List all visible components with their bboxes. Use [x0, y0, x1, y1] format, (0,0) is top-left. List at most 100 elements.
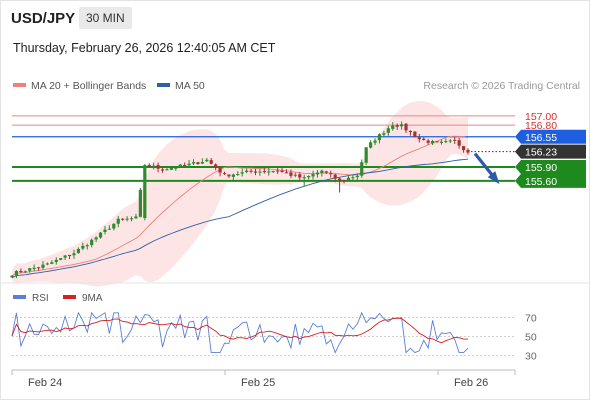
candle-body [165, 169, 169, 171]
candle-body [196, 162, 200, 164]
candle-body [236, 174, 240, 176]
candle-body [59, 258, 63, 260]
candle-body [178, 164, 182, 168]
candle-body [200, 161, 204, 164]
candle-body [466, 149, 470, 153]
candle-body [112, 223, 116, 229]
candle-body [36, 267, 41, 269]
ma50-swatch [157, 83, 170, 88]
candle-body [156, 165, 160, 169]
candle-body [67, 254, 72, 256]
candle-body [76, 248, 81, 253]
candle-body [364, 147, 368, 163]
candle-body [271, 171, 275, 173]
candle-body [174, 167, 178, 169]
candle-body [253, 171, 258, 173]
level-tag-156-55 [515, 129, 586, 144]
legend-rsi: RSI [13, 293, 49, 304]
candle-body [138, 189, 142, 217]
candle-body [129, 218, 134, 220]
candle-body [430, 141, 435, 144]
candle-body [351, 177, 355, 179]
candle-body [218, 167, 222, 173]
legend-ma20: MA 20 + Bollinger Bands [13, 80, 146, 92]
candle-body [342, 179, 346, 181]
candle-body [258, 171, 262, 173]
chart-datetime: Thursday, February 26, 2026 12:40:05 AM … [13, 41, 276, 55]
header-bar: USD/JPY 30 MIN [0, 0, 590, 36]
candle-body [448, 140, 452, 142]
level-label-155-90: 155.90 [525, 162, 557, 174]
candle-body [94, 237, 98, 240]
candle-body [289, 172, 293, 176]
candle-body [311, 174, 315, 177]
time-tick-label: Feb 26 [454, 377, 488, 389]
candle-body [169, 167, 173, 170]
candle-body [121, 218, 125, 220]
candle-body [320, 170, 324, 174]
candle-body [249, 170, 253, 172]
candle-body [453, 139, 457, 141]
bollinger-band [12, 100, 468, 287]
legend-rsi-label: RSI [32, 293, 49, 304]
candle-body [346, 177, 351, 181]
rsi-tick-50: 50 [525, 332, 537, 344]
candle-body [209, 160, 213, 164]
candle-body [324, 171, 328, 173]
candle-body [54, 259, 58, 262]
candle-body [333, 174, 337, 179]
candle-body [382, 133, 386, 135]
candle-body [391, 125, 395, 129]
symbol-title: USD/JPY [11, 10, 76, 27]
candle-body [399, 124, 404, 127]
level-tag-155-90 [515, 159, 586, 174]
candle-body [147, 164, 151, 167]
time-tick-label: Feb 24 [28, 377, 62, 389]
candle-body [32, 267, 36, 269]
candle-body [276, 170, 280, 172]
candle-body [134, 216, 138, 219]
candle-body [160, 169, 165, 171]
candle-body [426, 140, 430, 143]
candle-body [408, 130, 413, 133]
candle-body [355, 175, 359, 178]
candle-body [143, 165, 147, 219]
candle-body [360, 162, 364, 176]
candle-body [267, 171, 271, 173]
candle-body [103, 229, 107, 233]
legend-9ma: 9MA [63, 293, 103, 304]
candle-body [50, 262, 54, 264]
candle-body [302, 177, 306, 179]
level-label-155-60: 155.60 [525, 176, 557, 188]
candle-body [284, 172, 289, 174]
level-tag-156-23 [515, 144, 586, 159]
candle-body [422, 138, 426, 140]
rsi-ma9-line [11, 317, 468, 344]
candle-body [116, 218, 120, 224]
candle-body [373, 140, 377, 143]
candle-body [191, 162, 196, 164]
interval-button[interactable]: 30 MIN [79, 7, 132, 29]
candles [10, 121, 470, 279]
candle-body [205, 159, 209, 162]
candle-body [404, 123, 408, 131]
candle-body [307, 176, 311, 178]
candle-body [23, 271, 27, 273]
candle-body [315, 172, 320, 175]
candle-body [417, 137, 421, 140]
candle-body [377, 134, 382, 141]
candle-body [10, 275, 14, 278]
level-label-156-55: 156.55 [525, 132, 557, 144]
legend-ma50: MA 50 [157, 80, 205, 92]
rsi-tick-70: 70 [525, 313, 537, 325]
candle-body [240, 172, 244, 174]
candle-body [41, 264, 45, 268]
legend-ma20-label: MA 20 + Bollinger Bands [31, 80, 147, 92]
ma20-swatch [13, 83, 26, 88]
candle-body [222, 173, 227, 175]
candle-body [280, 170, 284, 172]
candle-body [439, 141, 444, 143]
candle-body [72, 253, 76, 256]
level-label-156-23: 156.23 [525, 147, 557, 159]
legend-ma50-label: MA 50 [175, 80, 205, 92]
